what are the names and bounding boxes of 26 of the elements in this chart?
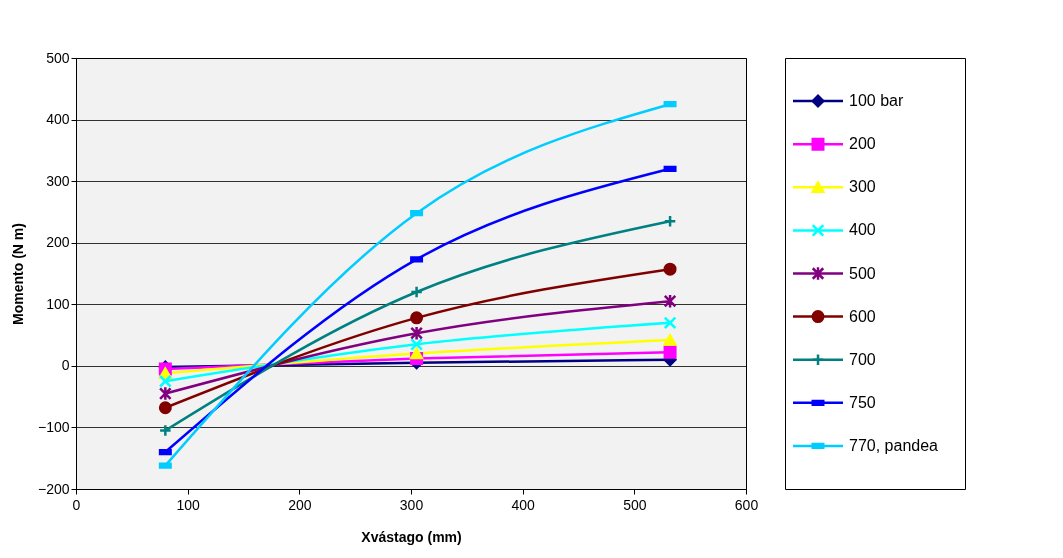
y-tick-label: 0: [61, 357, 70, 374]
x-tick-label: 300: [399, 496, 424, 513]
y-tick-label: −100: [37, 418, 70, 435]
x-tick-label: 100: [176, 496, 201, 513]
x-tick-label: 600: [734, 496, 759, 513]
legend-label: 600: [849, 307, 876, 325]
x-tick-label: 500: [623, 496, 647, 513]
y-axis-title: Momento (N m): [9, 223, 26, 325]
x-tick-label: 400: [511, 496, 536, 513]
x-tick-label: 0: [72, 496, 81, 513]
y-tick-label: 200: [46, 234, 70, 251]
legend-label: 750: [849, 393, 876, 411]
legend-label: 200: [849, 135, 876, 153]
y-tick-label: 100: [46, 295, 70, 312]
y-tick-label: −200: [37, 480, 70, 497]
legend-label: 770, pandea: [849, 436, 939, 454]
y-tick-label: 400: [46, 111, 70, 128]
x-axis-title: Xvástago (mm): [361, 528, 462, 545]
legend-label: 700: [849, 350, 876, 368]
legend-label: 100 bar: [849, 92, 904, 110]
legend-label: 300: [849, 178, 876, 196]
legend-label: 500: [849, 264, 876, 282]
y-tick-label: 300: [46, 172, 70, 189]
legend-label: 400: [849, 221, 876, 239]
x-tick-label: 200: [288, 496, 312, 513]
y-tick-label: 500: [46, 49, 70, 66]
